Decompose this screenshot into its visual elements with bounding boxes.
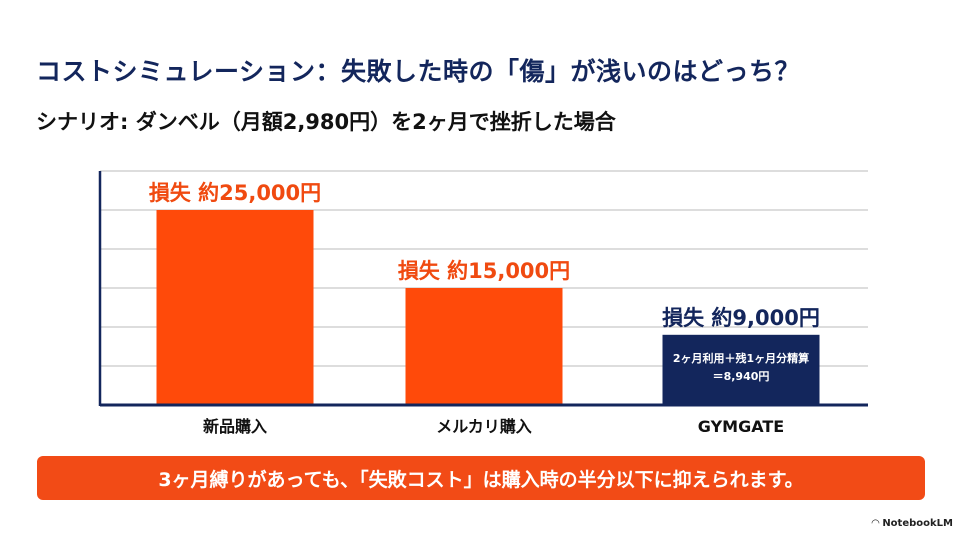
x-tick-label: 新品購入 <box>203 417 267 436</box>
notebooklm-logo: ◠ NotebookLM <box>872 518 953 529</box>
page-title: コストシミュレーション：失敗した時の「傷」が浅いのはどっち？ <box>36 57 801 86</box>
x-tick-label: メルカリ購入 <box>436 417 532 436</box>
data-label: 損失 約15,000円 <box>398 259 570 283</box>
bar-1 <box>405 288 563 405</box>
bar-annotation: 2ヶ月利用＋残1ヶ月分精算 <box>673 351 809 365</box>
x-tick-label: GYMGATE <box>698 417 784 436</box>
scenario-subtitle: シナリオ: ダンベル（月額2,980円）を2ヶ月で挫折した場合 <box>36 110 616 134</box>
bar-0 <box>156 210 314 405</box>
data-label: 損失 約25,000円 <box>149 181 321 205</box>
bar-annotation: ＝8,940円 <box>713 370 770 383</box>
data-label: 損失 約9,000円 <box>662 306 820 330</box>
notebooklm-icon: ◠ <box>871 518 880 529</box>
logo-text: NotebookLM <box>882 518 953 529</box>
conclusion-banner: 3ヶ月縛りがあっても、「失敗コスト」は購入時の半分以下に抑えられます。 <box>37 456 925 500</box>
bar-2 <box>662 334 820 405</box>
